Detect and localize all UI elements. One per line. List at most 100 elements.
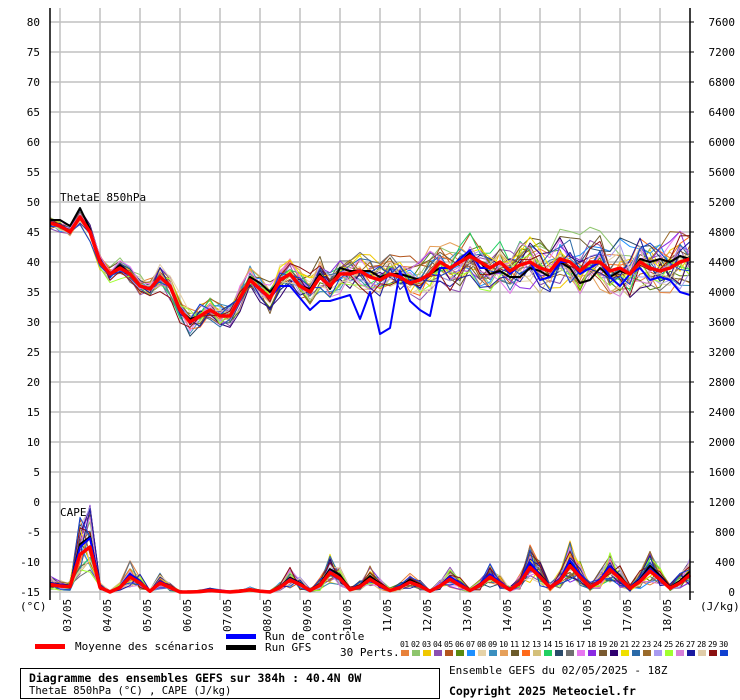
perturbation-legend-number: 15 xyxy=(554,640,563,649)
title-box: Diagramme des ensembles GEFS sur 384h : … xyxy=(20,668,440,699)
legend-control-label: Run de contrôle xyxy=(265,630,365,643)
perturbation-legend-swatch xyxy=(676,650,684,656)
perturbation-legend-number: 25 xyxy=(664,640,673,649)
perturbation-legend-swatch xyxy=(478,650,486,656)
perturbation-legend-number: 03 xyxy=(422,640,431,649)
perturbation-legend-number: 02 xyxy=(411,640,420,649)
right-tick-label: 2400 xyxy=(709,406,736,419)
perturbation-legend-swatch xyxy=(643,650,651,656)
perturbation-legend-swatch xyxy=(599,650,607,656)
right-tick-label: 1200 xyxy=(709,496,736,509)
perturbation-legend-swatch xyxy=(467,650,475,656)
left-tick-label: 75 xyxy=(27,46,40,59)
right-tick-label: 4000 xyxy=(709,286,736,299)
x-tick-label: 07/05 xyxy=(221,599,234,632)
right-tick-label: 2000 xyxy=(709,436,736,449)
perturbation-legend-swatch xyxy=(588,650,596,656)
x-tick-label: 14/05 xyxy=(501,599,514,632)
chart-subtitle: ThetaE 850hPa (°C) , CAPE (J/kg) xyxy=(29,685,232,697)
legend-perturbations-label: 30 Perts. xyxy=(340,646,400,659)
right-tick-label: 6400 xyxy=(709,106,736,119)
perturbation-legend-swatch xyxy=(632,650,640,656)
perturbation-30-thetae-line xyxy=(49,224,691,321)
perturbation-legend-number: 07 xyxy=(466,640,475,649)
perturbation-legend-swatch xyxy=(456,650,464,656)
perturbation-legend-swatch xyxy=(500,650,508,656)
thetae-panel-label: ThetaE 850hPa xyxy=(60,191,146,204)
right-tick-label: 4400 xyxy=(709,256,736,269)
perturbation-legend-swatch xyxy=(665,650,673,656)
right-tick-label: 6000 xyxy=(709,136,736,149)
perturbation-legend-swatch xyxy=(566,650,574,656)
perturbation-legend-swatch xyxy=(401,650,409,656)
right-axis-unit: (J/kg) xyxy=(700,600,740,613)
left-tick-label: 80 xyxy=(27,16,40,29)
x-tick-label: 08/05 xyxy=(261,599,274,632)
left-tick-label: 60 xyxy=(27,136,40,149)
right-tick-label: 4800 xyxy=(709,226,736,239)
left-tick-label: 30 xyxy=(27,316,40,329)
cape-panel-label: CAPE xyxy=(60,506,87,519)
left-tick-label: 40 xyxy=(27,256,40,269)
perturbation-legend-number: 14 xyxy=(543,640,552,649)
perturbation-legend-swatch xyxy=(610,650,618,656)
x-tick-label: 16/05 xyxy=(581,599,594,632)
perturbation-legend-number: 24 xyxy=(653,640,662,649)
right-tick-label: 2800 xyxy=(709,376,736,389)
left-axis-unit: (°C) xyxy=(20,600,47,613)
right-tick-label: 5600 xyxy=(709,166,736,179)
perturbation-legend-number: 05 xyxy=(444,640,453,649)
run-info: Ensemble GEFS du 02/05/2025 - 18Z xyxy=(449,664,668,677)
right-tick-label: 3200 xyxy=(709,346,736,359)
left-tick-label: -10 xyxy=(20,556,40,569)
perturbation-legend-swatch xyxy=(434,650,442,656)
perturbation-legend-number: 11 xyxy=(510,640,519,649)
right-tick-label: 1600 xyxy=(709,466,736,479)
x-tick-label: 03/05 xyxy=(61,599,74,632)
perturbation-23-thetae-line xyxy=(49,215,691,325)
perturbation-legend-number: 04 xyxy=(433,640,442,649)
perturbation-legend-number: 28 xyxy=(697,640,706,649)
x-tick-label: 13/05 xyxy=(461,599,474,632)
perturbation-legend-number: 21 xyxy=(620,640,629,649)
legend-gfs-label: Run GFS xyxy=(265,641,312,654)
perturbation-legend-number: 20 xyxy=(609,640,618,649)
legend-mean-swatch xyxy=(35,644,65,649)
perturbation-legend-swatch xyxy=(720,650,728,656)
perturbation-legend-swatch xyxy=(709,650,717,656)
perturbation-legend-swatch xyxy=(423,650,431,656)
perturbation-26-thetae-line xyxy=(49,214,691,323)
right-tick-label: 0 xyxy=(728,586,735,599)
series-lines xyxy=(49,207,692,594)
perturbation-legend-swatch xyxy=(533,650,541,656)
perturbation-legend-number: 16 xyxy=(565,640,574,649)
right-tick-label: 7200 xyxy=(709,46,736,59)
left-tick-label: 15 xyxy=(27,406,40,419)
left-tick-label: 65 xyxy=(27,106,40,119)
x-tick-label: 04/05 xyxy=(101,599,114,632)
perturbation-legend-number: 22 xyxy=(631,640,640,649)
x-tick-label: 12/05 xyxy=(421,599,434,632)
left-tick-label: 10 xyxy=(27,436,40,449)
perturbation-legend-number: 17 xyxy=(576,640,585,649)
x-tick-label: 09/05 xyxy=(301,599,314,632)
perturbation-legend-number: 10 xyxy=(499,640,508,649)
perturbation-legend-swatch xyxy=(522,650,530,656)
left-tick-label: -15 xyxy=(20,586,40,599)
perturbation-legend-number: 23 xyxy=(642,640,651,649)
left-tick-label: -5 xyxy=(27,526,40,539)
copyright: Copyright 2025 Meteociel.fr xyxy=(449,684,636,698)
perturbation-legend-swatch xyxy=(445,650,453,656)
perturbation-legend-number: 30 xyxy=(719,640,728,649)
left-tick-label: 20 xyxy=(27,376,40,389)
perturbation-legend-number: 26 xyxy=(675,640,684,649)
mean-cape-line xyxy=(49,545,692,594)
left-tick-label: 50 xyxy=(27,196,40,209)
perturbation-legend-number: 12 xyxy=(521,640,530,649)
perturbation-legend-number: 01 xyxy=(400,640,409,649)
perturbation-legend-number: 29 xyxy=(708,640,717,649)
left-tick-label: 35 xyxy=(27,286,40,299)
legend-gfs-swatch xyxy=(226,645,256,650)
perturbation-legend-swatch xyxy=(654,650,662,656)
